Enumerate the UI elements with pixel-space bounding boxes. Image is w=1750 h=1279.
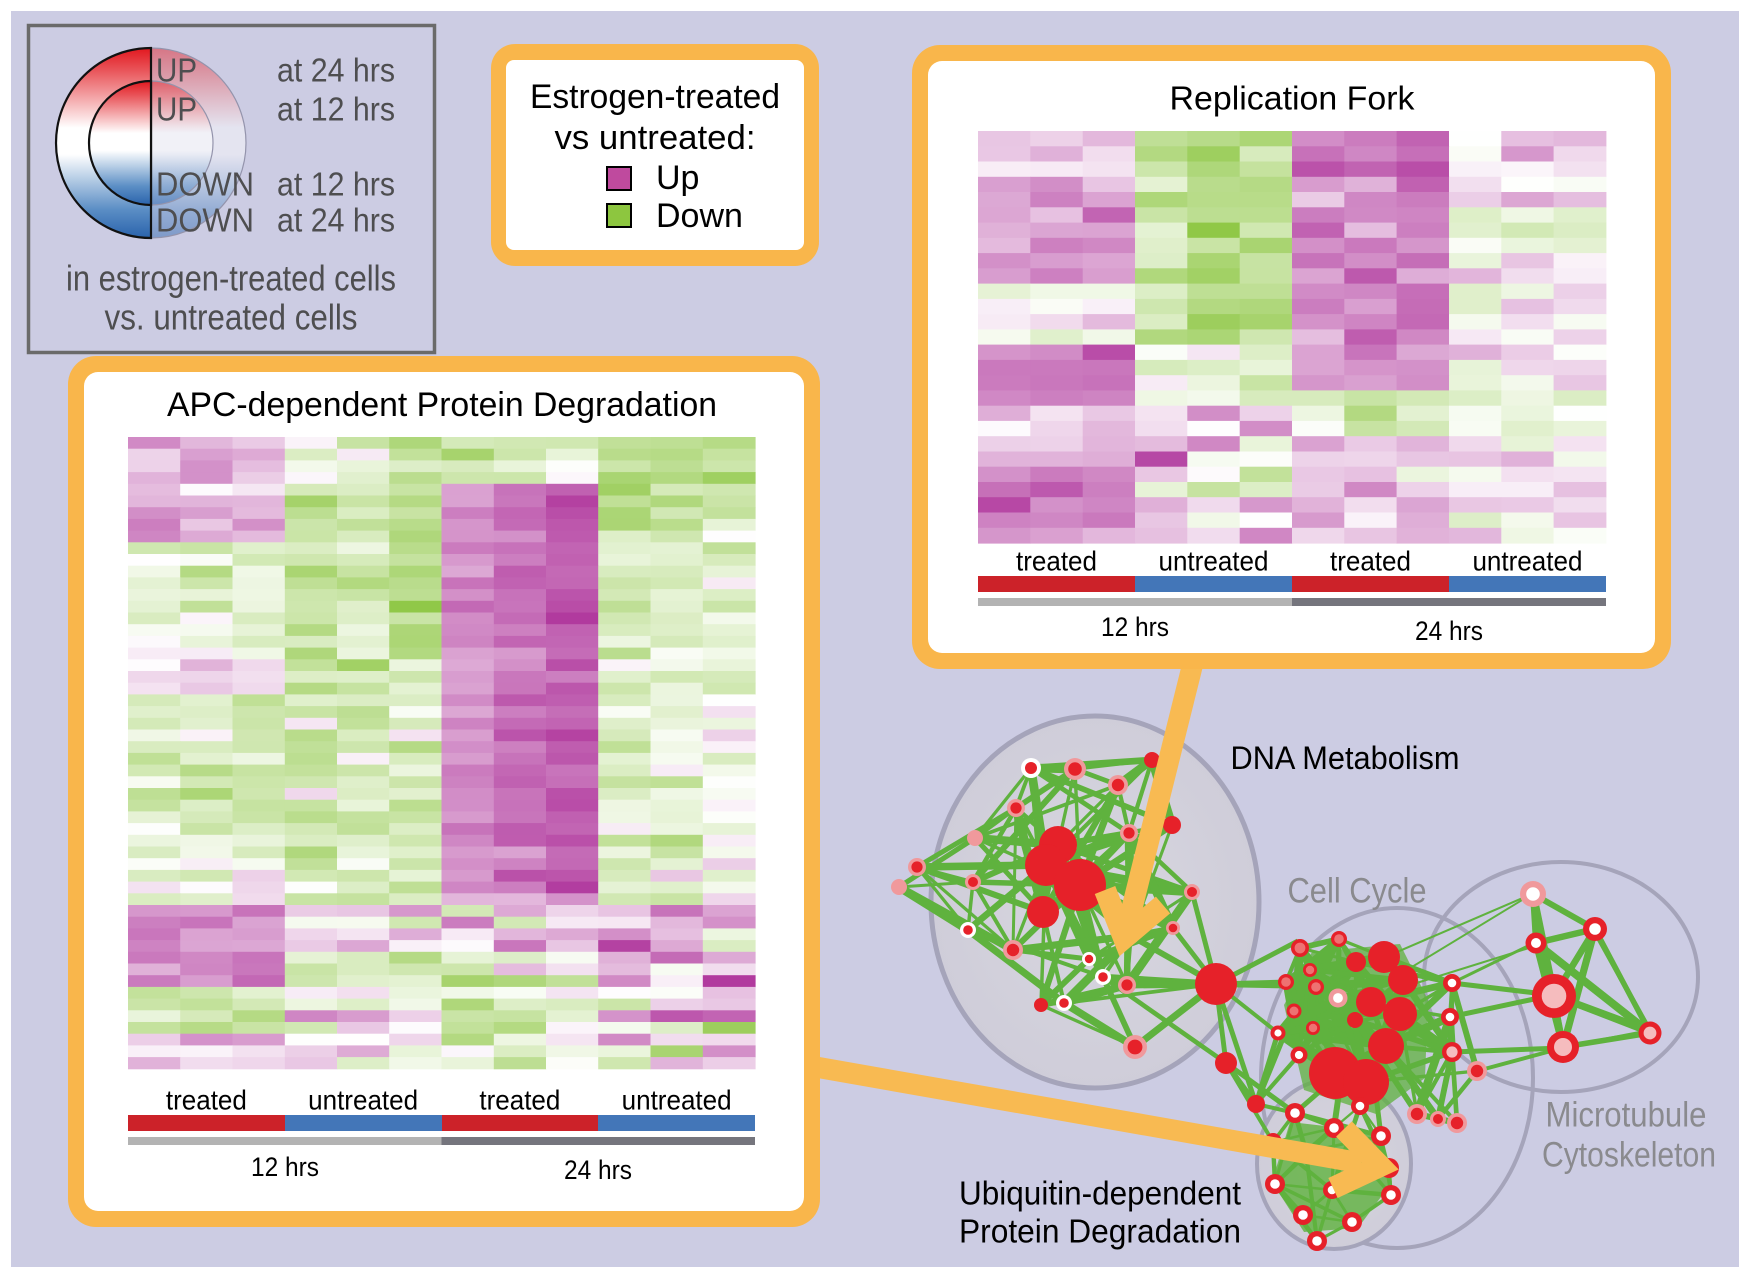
svg-text:DNA Metabolism: DNA Metabolism (1231, 740, 1460, 776)
svg-text:Protein Degradation: Protein Degradation (959, 1213, 1241, 1250)
svg-text:Cytoskeleton: Cytoskeleton (1542, 1136, 1716, 1175)
svg-text:at 24 hrs: at 24 hrs (277, 52, 395, 89)
svg-text:Ubiquitin-dependent: Ubiquitin-dependent (959, 1175, 1241, 1212)
svg-text:Down: Down (656, 197, 743, 235)
svg-text:treated: treated (1330, 546, 1411, 577)
svg-text:DOWN: DOWN (156, 166, 254, 203)
svg-text:Up: Up (656, 159, 699, 197)
svg-text:Estrogen-treated: Estrogen-treated (530, 78, 780, 116)
svg-text:treated: treated (166, 1085, 247, 1116)
svg-text:24 hrs: 24 hrs (564, 1155, 632, 1185)
svg-text:Replication Fork: Replication Fork (1170, 80, 1416, 117)
svg-text:treated: treated (479, 1085, 560, 1116)
svg-text:untreated: untreated (1472, 546, 1582, 577)
svg-text:APC-dependent Protein Degradat: APC-dependent Protein Degradation (167, 386, 717, 424)
svg-text:12 hrs: 12 hrs (251, 1152, 319, 1182)
svg-text:vs untreated:: vs untreated: (555, 119, 756, 157)
svg-text:Cell Cycle: Cell Cycle (1288, 872, 1427, 911)
svg-text:UP: UP (156, 52, 197, 89)
svg-text:Microtubule: Microtubule (1546, 1096, 1707, 1135)
svg-text:at 12 hrs: at 12 hrs (277, 91, 395, 128)
svg-text:UP: UP (156, 91, 197, 128)
svg-text:untreated: untreated (622, 1085, 732, 1116)
svg-text:vs. untreated cells: vs. untreated cells (105, 297, 358, 338)
svg-text:untreated: untreated (308, 1085, 418, 1116)
svg-text:24 hrs: 24 hrs (1415, 616, 1483, 646)
svg-text:at 12 hrs: at 12 hrs (277, 166, 395, 203)
svg-text:untreated: untreated (1158, 546, 1268, 577)
svg-text:at 24 hrs: at 24 hrs (277, 202, 395, 239)
svg-text:DOWN: DOWN (156, 202, 254, 239)
svg-text:in estrogen-treated cells: in estrogen-treated cells (66, 258, 396, 299)
svg-text:treated: treated (1016, 546, 1097, 577)
svg-text:12 hrs: 12 hrs (1101, 612, 1169, 642)
